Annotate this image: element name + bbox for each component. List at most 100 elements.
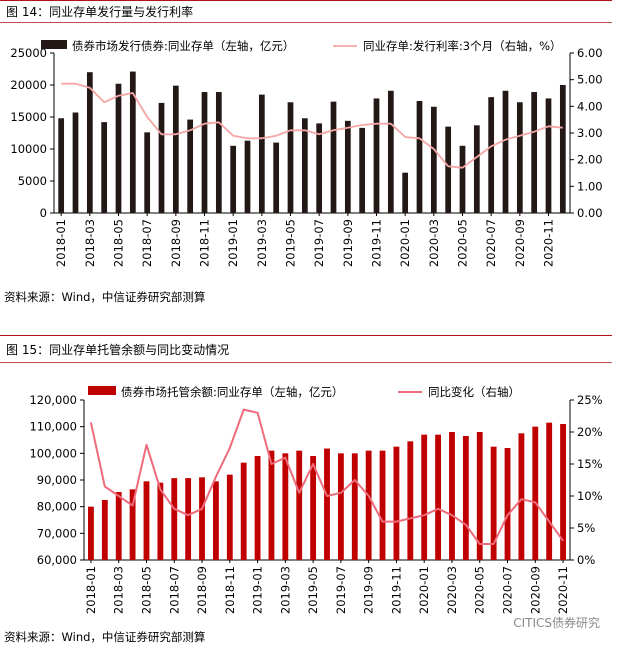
chart15-bar xyxy=(171,478,178,560)
figure15-chart: 60,000 70,000 80,000 90,000 100,000 110,000 12… xyxy=(29,385,603,614)
chart15-x-tick-label: 2018-07 xyxy=(167,566,181,614)
chart14-bar xyxy=(187,119,194,213)
chart14-x-tick-label: 2020-09 xyxy=(513,219,527,267)
chart15-right-tick-label: 0% xyxy=(577,553,595,567)
chart14-bar xyxy=(201,92,208,213)
chart15-bar xyxy=(185,478,192,560)
chart14-x-tick-label: 2020-05 xyxy=(456,219,470,267)
figure14-chart: 0 5000 10000 15000 20000 25000 0.00 1.00 2.00 3.0… xyxy=(10,39,603,267)
chart14-left-tick-label: 15000 xyxy=(10,110,47,124)
chart14-bar xyxy=(488,97,495,213)
chart15-bar xyxy=(476,432,483,560)
chart14-right-tick-label: 3.00 xyxy=(577,126,603,140)
chart14-bar xyxy=(445,126,452,213)
chart15-left-tick-label: 110,000 xyxy=(29,420,77,434)
chart14-bar xyxy=(72,112,79,213)
chart14-bar xyxy=(86,72,93,213)
chart14-right-tick-label: 0.00 xyxy=(577,206,603,220)
chart15-right-tick-label: 15% xyxy=(577,457,603,471)
chart14-x-tick-label: 2020-07 xyxy=(484,219,498,267)
chart15-bar xyxy=(296,450,303,560)
chart15-right-tick-label: 25% xyxy=(577,393,603,407)
chart15-bar xyxy=(324,448,330,560)
chart14-bar xyxy=(387,90,394,213)
chart14-x-tick-label: 2019-07 xyxy=(312,219,326,267)
figure14-title-rule xyxy=(0,22,612,23)
figure14-top-rule xyxy=(0,0,612,1)
chart15-bar xyxy=(88,506,94,560)
chart15-legend-bar-swatch xyxy=(88,386,116,395)
chart15-bar xyxy=(199,477,205,560)
chart15-bar xyxy=(226,474,233,560)
chart14-x-tick-label: 2019-05 xyxy=(284,219,298,267)
chart14-x-tick-label: 2018-05 xyxy=(112,219,126,267)
chart15-bar xyxy=(435,434,442,560)
chart14-x-tick-label: 2019-11 xyxy=(370,219,384,267)
chart14-bar xyxy=(416,101,423,213)
chart14-bar xyxy=(459,145,466,213)
chart14-left-tick-label: 20000 xyxy=(10,78,47,92)
chart15-left-tick-label: 90,000 xyxy=(37,473,77,487)
chart14-bar xyxy=(531,92,538,213)
chart15-x-tick-label: 2018-03 xyxy=(112,566,126,614)
chart15-bar xyxy=(282,453,289,560)
chart14-x-tick-label: 2018-09 xyxy=(169,219,183,267)
chart15-bar xyxy=(490,446,497,560)
chart15-bar xyxy=(462,436,469,560)
chart14-bar xyxy=(258,94,265,213)
chart15-x-tick-label: 2018-09 xyxy=(195,566,209,614)
chart14-bar xyxy=(172,85,179,213)
chart15-bar xyxy=(115,492,122,560)
chart14-left-tick-label: 25000 xyxy=(10,46,47,60)
chart14-x-tick-label: 2020-11 xyxy=(542,219,556,267)
figure14-title: 图 14：同业存单发行量与发行利率 xyxy=(6,5,194,19)
chart15-bar xyxy=(379,450,386,560)
chart14-right-tick-label: 5.00 xyxy=(577,73,603,87)
chart15-bar xyxy=(101,500,108,560)
figure15-title: 图 15：同业存单托管余额与同比变动情况 xyxy=(6,343,230,357)
chart15-bar xyxy=(310,456,317,560)
chart14-right-tick-label: 4.00 xyxy=(577,99,603,113)
chart15-legend-bar-label: 债券市场托管余额:同业存单（左轴，亿元） xyxy=(121,385,343,399)
chart15-bar xyxy=(351,453,358,560)
chart14-right-tick-label: 6.00 xyxy=(577,46,603,60)
chart15-x-tick-label: 2020-11 xyxy=(556,566,570,614)
chart14-legend-bar-swatch xyxy=(41,40,67,49)
chart15-bar xyxy=(240,462,247,560)
chart14-bar xyxy=(58,118,65,213)
chart15-x-tick-label: 2020-09 xyxy=(528,566,542,614)
chart15-left-tick-label: 80,000 xyxy=(37,500,77,514)
chart14-bar xyxy=(344,120,351,213)
chart14-bar xyxy=(430,106,437,213)
chart15-right-tick-label: 10% xyxy=(577,489,603,503)
chart14-x-tick-label: 2019-03 xyxy=(255,219,269,267)
chart15-x-tick-label: 2020-05 xyxy=(473,566,487,614)
chart14-x-tick-label: 2018-07 xyxy=(140,219,154,267)
chart14-legend-bar-label: 债券市场发行债券:同业存单（左轴，亿元） xyxy=(72,39,294,53)
chart14-x-tick-label: 2018-03 xyxy=(83,219,97,267)
chart15-line-series xyxy=(89,408,564,545)
figure14-source: 资料来源：Wind，中信证券研究部测算 xyxy=(4,290,206,304)
chart15-bar xyxy=(212,481,219,560)
chart15-x-tick-label: 2019-09 xyxy=(362,566,376,614)
chart14-line-series xyxy=(61,82,563,169)
chart14-x-tick-label: 2018-11 xyxy=(198,219,212,267)
chart14-left-tick-label: 10000 xyxy=(10,142,47,156)
chart14-bar xyxy=(402,172,409,213)
chart14-legend-line-label: 同业存单:发行利率:3个月（右轴，%） xyxy=(363,39,562,53)
chart14-bar xyxy=(273,142,280,213)
chart14-bar xyxy=(330,101,337,213)
chart14-right-tick-label: 2.00 xyxy=(577,153,603,167)
chart15-left-tick-label: 60,000 xyxy=(37,553,77,567)
figure15-source: 资料来源：Wind，中信证券研究部测算 xyxy=(4,630,206,644)
chart14-bar xyxy=(115,83,122,213)
chart15-bar xyxy=(157,482,164,560)
figure15-top-rule xyxy=(0,335,612,336)
chart15-bar xyxy=(407,441,414,560)
chart15-right-tick-label: 5% xyxy=(577,521,595,535)
chart14-bar xyxy=(244,140,251,213)
chart15-bar xyxy=(421,434,428,560)
chart14-bar xyxy=(559,85,566,213)
figure15-title-rule xyxy=(0,362,612,363)
chart15-bar xyxy=(129,489,136,560)
